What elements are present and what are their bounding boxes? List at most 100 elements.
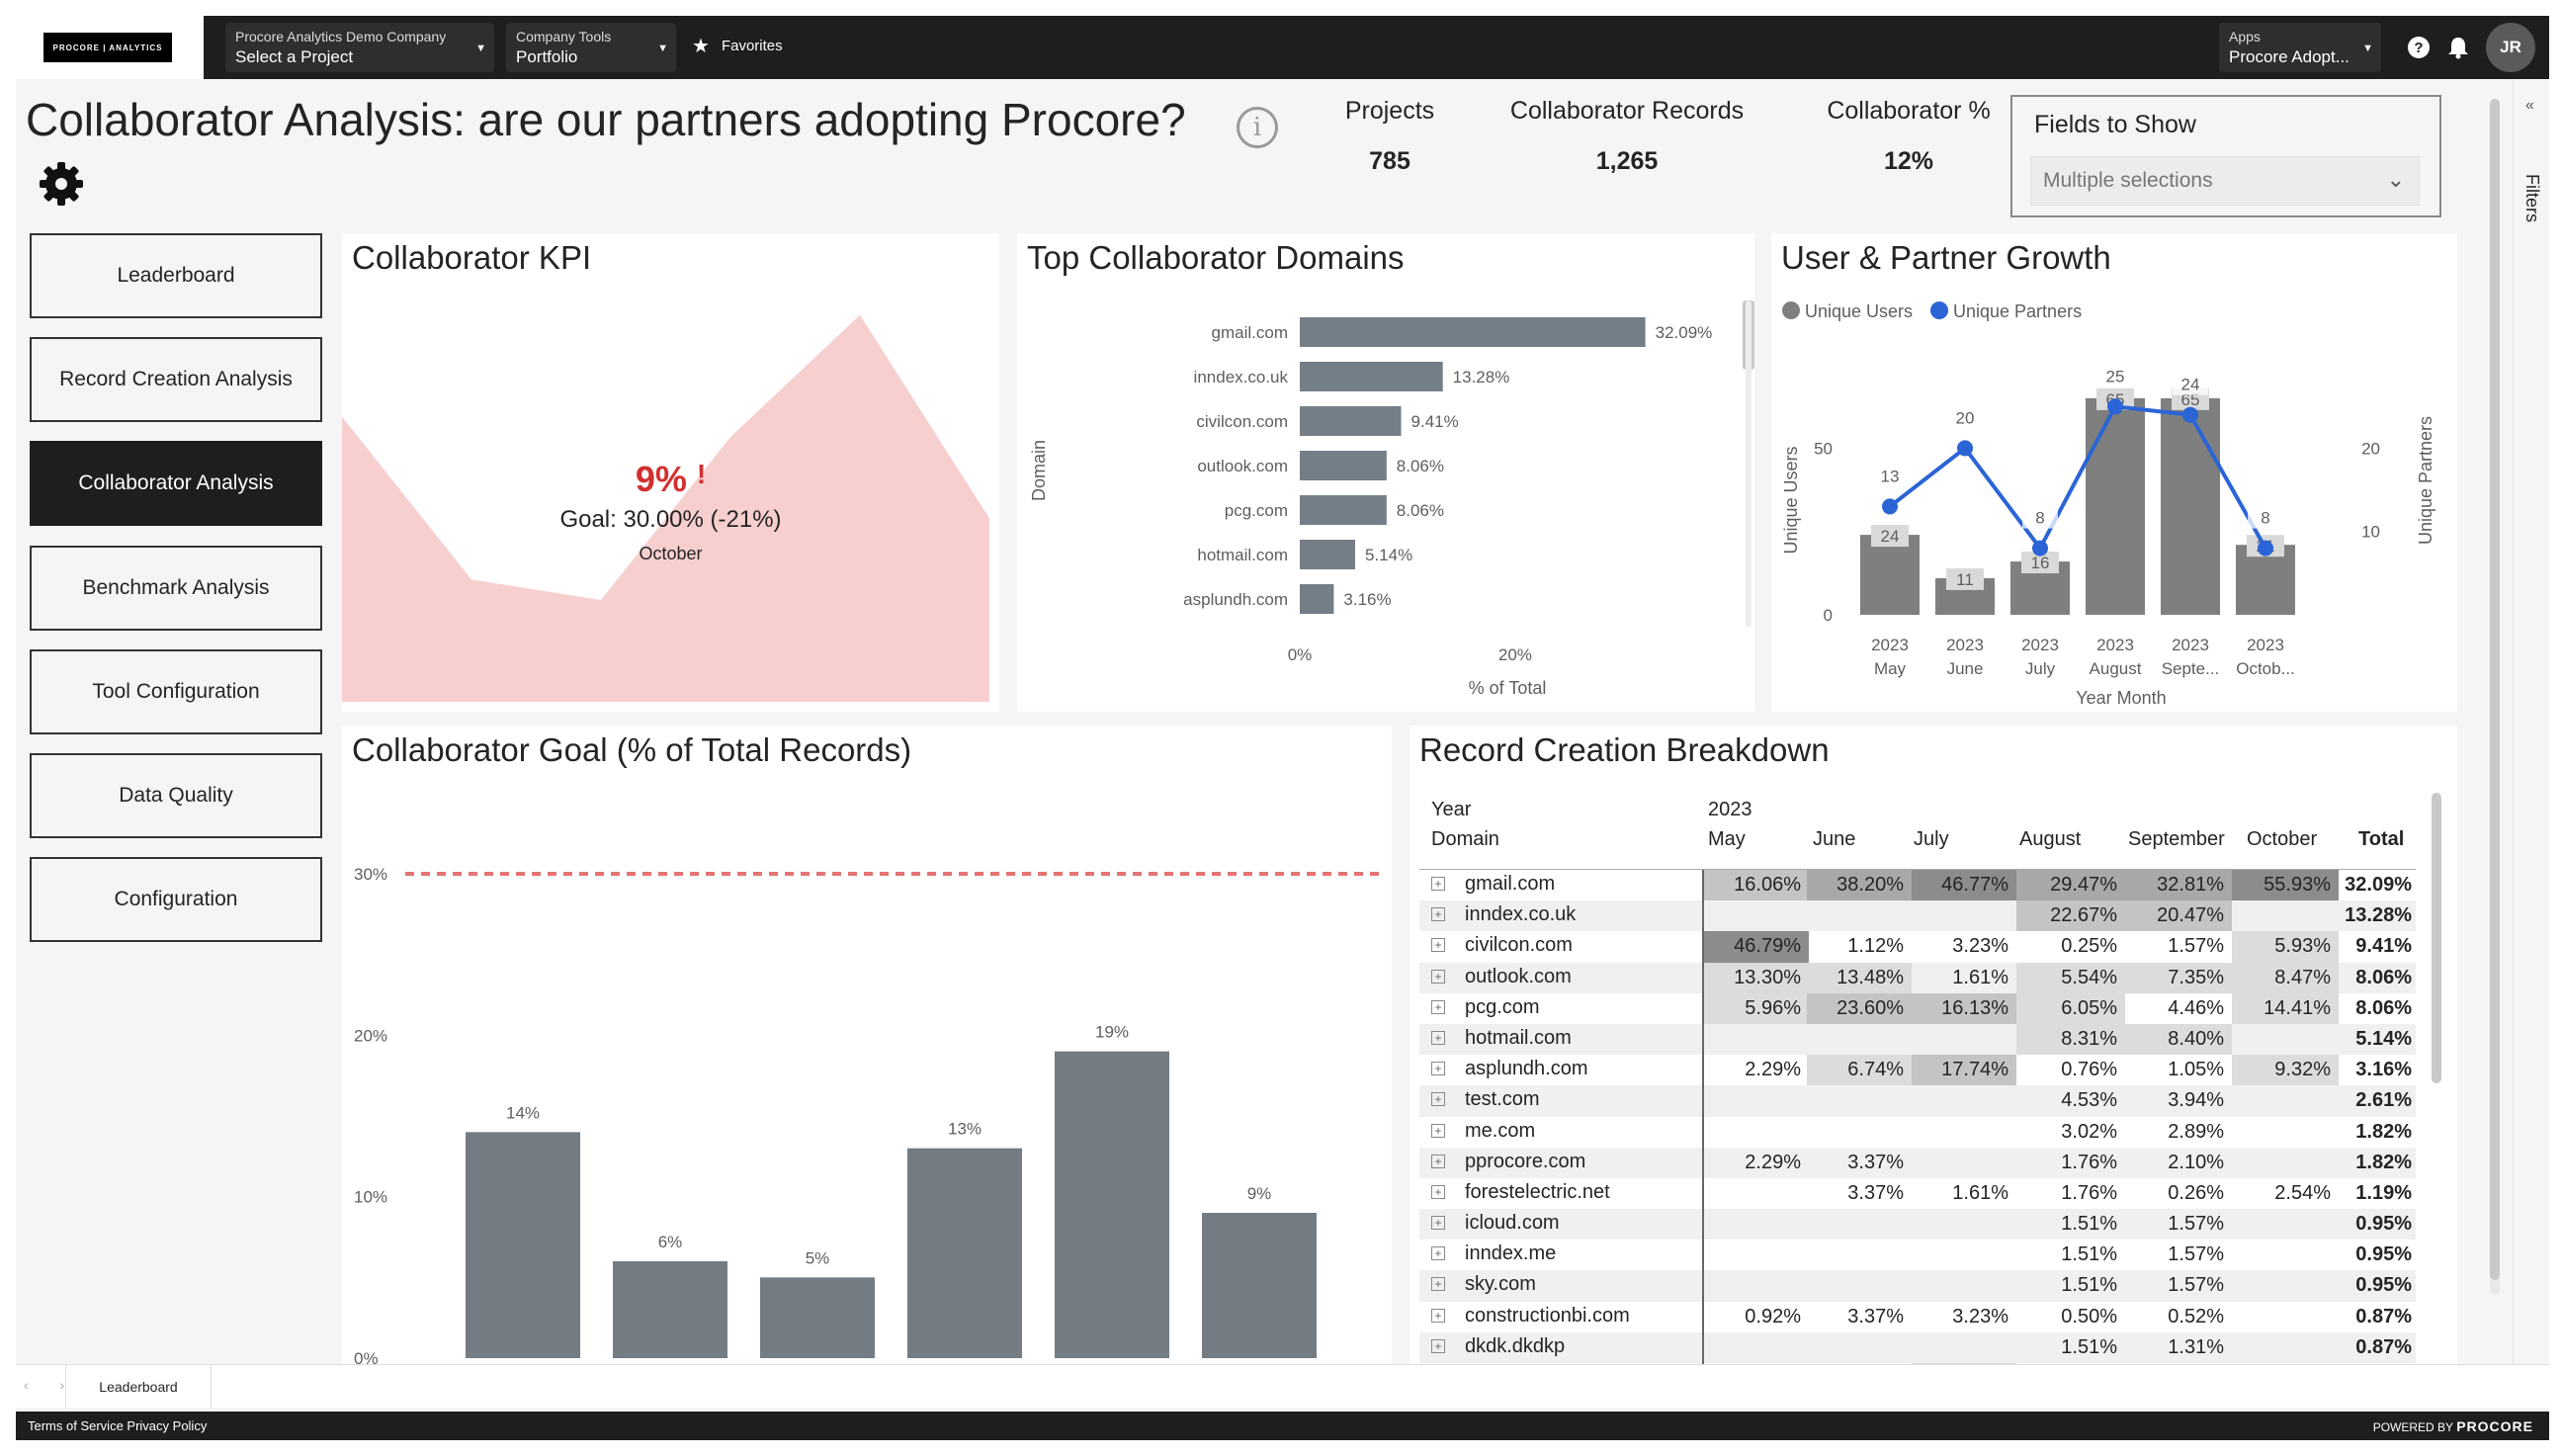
domain-bar[interactable] [1300,406,1402,436]
nav-configuration[interactable]: Configuration [30,857,322,942]
table-row[interactable]: + hotmail.com 8.31% 8.40% 5.14% [1419,1023,2416,1056]
table-cell [1912,1085,2016,1116]
info-icon[interactable]: i [1237,107,1278,148]
goal-bar[interactable] [760,1277,875,1358]
top-collaborator-domains-visual[interactable]: Top Collaborator Domains gmail.com 32.09%… [1017,233,1754,712]
expand-icon[interactable]: + [1431,877,1445,891]
tab-nav-arrows[interactable]: ‹ › [24,1377,79,1393]
nav-record-creation-analysis[interactable]: Record Creation Analysis [30,337,322,422]
partners-point[interactable] [2182,406,2198,423]
fields-to-show-dropdown[interactable]: Multiple selections ⌄ [2030,156,2420,206]
nav-benchmark-analysis[interactable]: Benchmark Analysis [30,546,322,631]
y2-tick-label: 10 [2361,523,2380,542]
record-creation-breakdown-visual[interactable]: Record Creation Breakdown Year 2023 Doma… [1410,726,2457,1384]
expand-icon[interactable]: + [1431,969,1445,984]
logo-area[interactable]: PROCORE | ANALYTICS [16,16,204,79]
goal-bar[interactable] [1055,1051,1169,1358]
users-bar[interactable] [1860,535,1920,615]
goal-bar[interactable] [466,1132,580,1358]
users-bar[interactable] [2161,397,2220,615]
table-row[interactable]: + test.com 4.53% 3.94% 2.61% [1419,1085,2416,1117]
company-project-selector[interactable]: Procore Analytics Demo Company Select a … [225,23,494,72]
expand-icon[interactable]: + [1431,1184,1445,1199]
expand-icon[interactable]: + [1431,938,1445,953]
month-header: June [1813,828,1856,850]
goal-bar[interactable] [907,1148,1022,1358]
expand-icon[interactable]: + [1431,1092,1445,1107]
collaborator-goal-visual[interactable]: Collaborator Goal (% of Total Records) 0… [342,726,1392,1384]
help-icon[interactable]: ? [2399,28,2438,67]
table-row[interactable]: + gmail.com 16.06% 38.20% 46.77% 29.47% 32.81%… [1419,870,2416,901]
table-row[interactable]: + inndex.me 1.51% 1.57% 0.95% [1419,1240,2416,1270]
users-bar[interactable] [2086,397,2145,615]
user-partner-growth-visual[interactable]: User & Partner Growth Unique Users Unique… [1771,233,2457,712]
table-row[interactable]: + constructionbi.com 0.92% 3.37% 3.23% 0.50% 0… [1419,1302,2416,1332]
row-domain: constructionbi.com [1465,1304,1630,1327]
expand-icon[interactable]: + [1431,1277,1445,1292]
apps-selector[interactable]: Apps Procore Adopt... ▼ [2219,23,2381,72]
nav-data-quality[interactable]: Data Quality [30,753,322,838]
favorites-button[interactable]: ★ Favorites [692,34,783,58]
goal-bar[interactable] [613,1261,727,1358]
matrix-scrollbar[interactable] [2432,793,2441,1083]
table-cell [1702,1085,1809,1116]
expand-icon[interactable]: + [1431,1308,1445,1323]
partners-point[interactable] [1957,440,1973,457]
table-row[interactable]: + sky.com 1.51% 1.57% 0.95% [1419,1270,2416,1302]
footer-links[interactable]: Terms of Service Privacy Policy [28,1418,208,1433]
partners-data-label: 25 [2106,367,2125,385]
table-cell: 1.57% [2168,1243,2224,1266]
table-row[interactable]: + dkdk.dkdkp 1.51% 1.31% 0.87% [1419,1331,2416,1363]
partners-point[interactable] [2032,540,2048,557]
domains-bar-chart: gmail.com 32.09% inndex.co.uk 13.28% civilco… [1029,300,1754,698]
domain-bar[interactable] [1300,540,1355,569]
domain-bar[interactable] [1300,451,1387,480]
table-row[interactable]: + forestelectric.net 3.37% 1.61% 1.76% 0.26% 2… [1419,1178,2416,1209]
bell-icon[interactable] [2438,28,2478,67]
table-row[interactable]: + pprocore.com 2.29% 3.37% 1.76% 2.10% 1.82% [1419,1147,2416,1178]
row-total: 8.06% [2355,966,2412,988]
company-tools-selector[interactable]: Company Tools Portfolio ▼ [506,23,676,72]
domain-bar[interactable] [1300,317,1646,347]
expand-icon[interactable]: + [1431,907,1445,922]
expand-icon[interactable]: + [1431,999,1445,1014]
partners-point[interactable] [1882,498,1898,515]
gear-icon[interactable] [38,160,85,208]
filters-pane[interactable]: « Filters [2513,79,2549,1364]
expand-icon[interactable]: + [1431,1246,1445,1261]
expand-icon[interactable]: + [1431,1216,1445,1231]
domain-bar[interactable] [1300,584,1334,614]
page-scroll-thumb[interactable] [2490,99,2500,1280]
visual-scroll-track[interactable] [1746,300,1751,627]
table-row[interactable]: + inndex.co.uk 22.67% 20.47% 13.28% [1419,900,2416,932]
expand-icon[interactable]: + [1431,1338,1445,1353]
table-row[interactable]: + asplundh.com 2.29% 6.74% 17.74% 0.76% 1.05% 9… [1419,1055,2416,1086]
table-cell: 55.93% [2232,870,2339,901]
expand-icon[interactable]: + [1431,1030,1445,1045]
expand-icon[interactable]: + [1431,1123,1445,1138]
table-row[interactable]: + me.com 3.02% 2.89% 1.82% [1419,1117,2416,1148]
nav-tool-configuration[interactable]: Tool Configuration [30,649,322,734]
table-row[interactable]: + pcg.com 5.96% 23.60% 16.13% 6.05% 4.46% 14.41… [1419,992,2416,1024]
goal-bar[interactable] [1202,1213,1317,1358]
row-domain: gmail.com [1465,873,1556,895]
expand-icon[interactable]: + [1431,1154,1445,1168]
nav-leaderboard[interactable]: Leaderboard [30,233,322,318]
domain-bar[interactable] [1300,362,1443,391]
table-row[interactable]: + civilcon.com 46.79% 1.12% 3.23% 0.25% 1.57% 5… [1419,931,2416,963]
table-cell: 3.23% [1952,935,2008,958]
row-domain: test.com [1465,1088,1540,1111]
tab-leaderboard[interactable]: Leaderboard [65,1365,212,1409]
domain-bar[interactable] [1300,495,1387,525]
table-row[interactable]: + icloud.com 1.51% 1.57% 0.95% [1419,1209,2416,1241]
expand-icon[interactable]: + [1431,1062,1445,1076]
user-avatar[interactable]: JR [2486,23,2535,72]
partners-point[interactable] [2258,540,2273,557]
collaborator-kpi-visual[interactable]: Collaborator KPI 9% ! Goal: 30.00% (-21%… [342,233,999,712]
footer: Terms of Service Privacy Policy POWERED … [16,1412,2549,1440]
nav-collaborator-analysis[interactable]: Collaborator Analysis [30,441,322,526]
table-row[interactable]: + outlook.com 13.30% 13.48% 1.61% 5.54% 7.35% 8… [1419,962,2416,993]
page-scrollbar[interactable] [2490,99,2500,1295]
collapse-arrow-icon[interactable]: « [2525,97,2534,114]
partners-point[interactable] [2107,398,2123,415]
